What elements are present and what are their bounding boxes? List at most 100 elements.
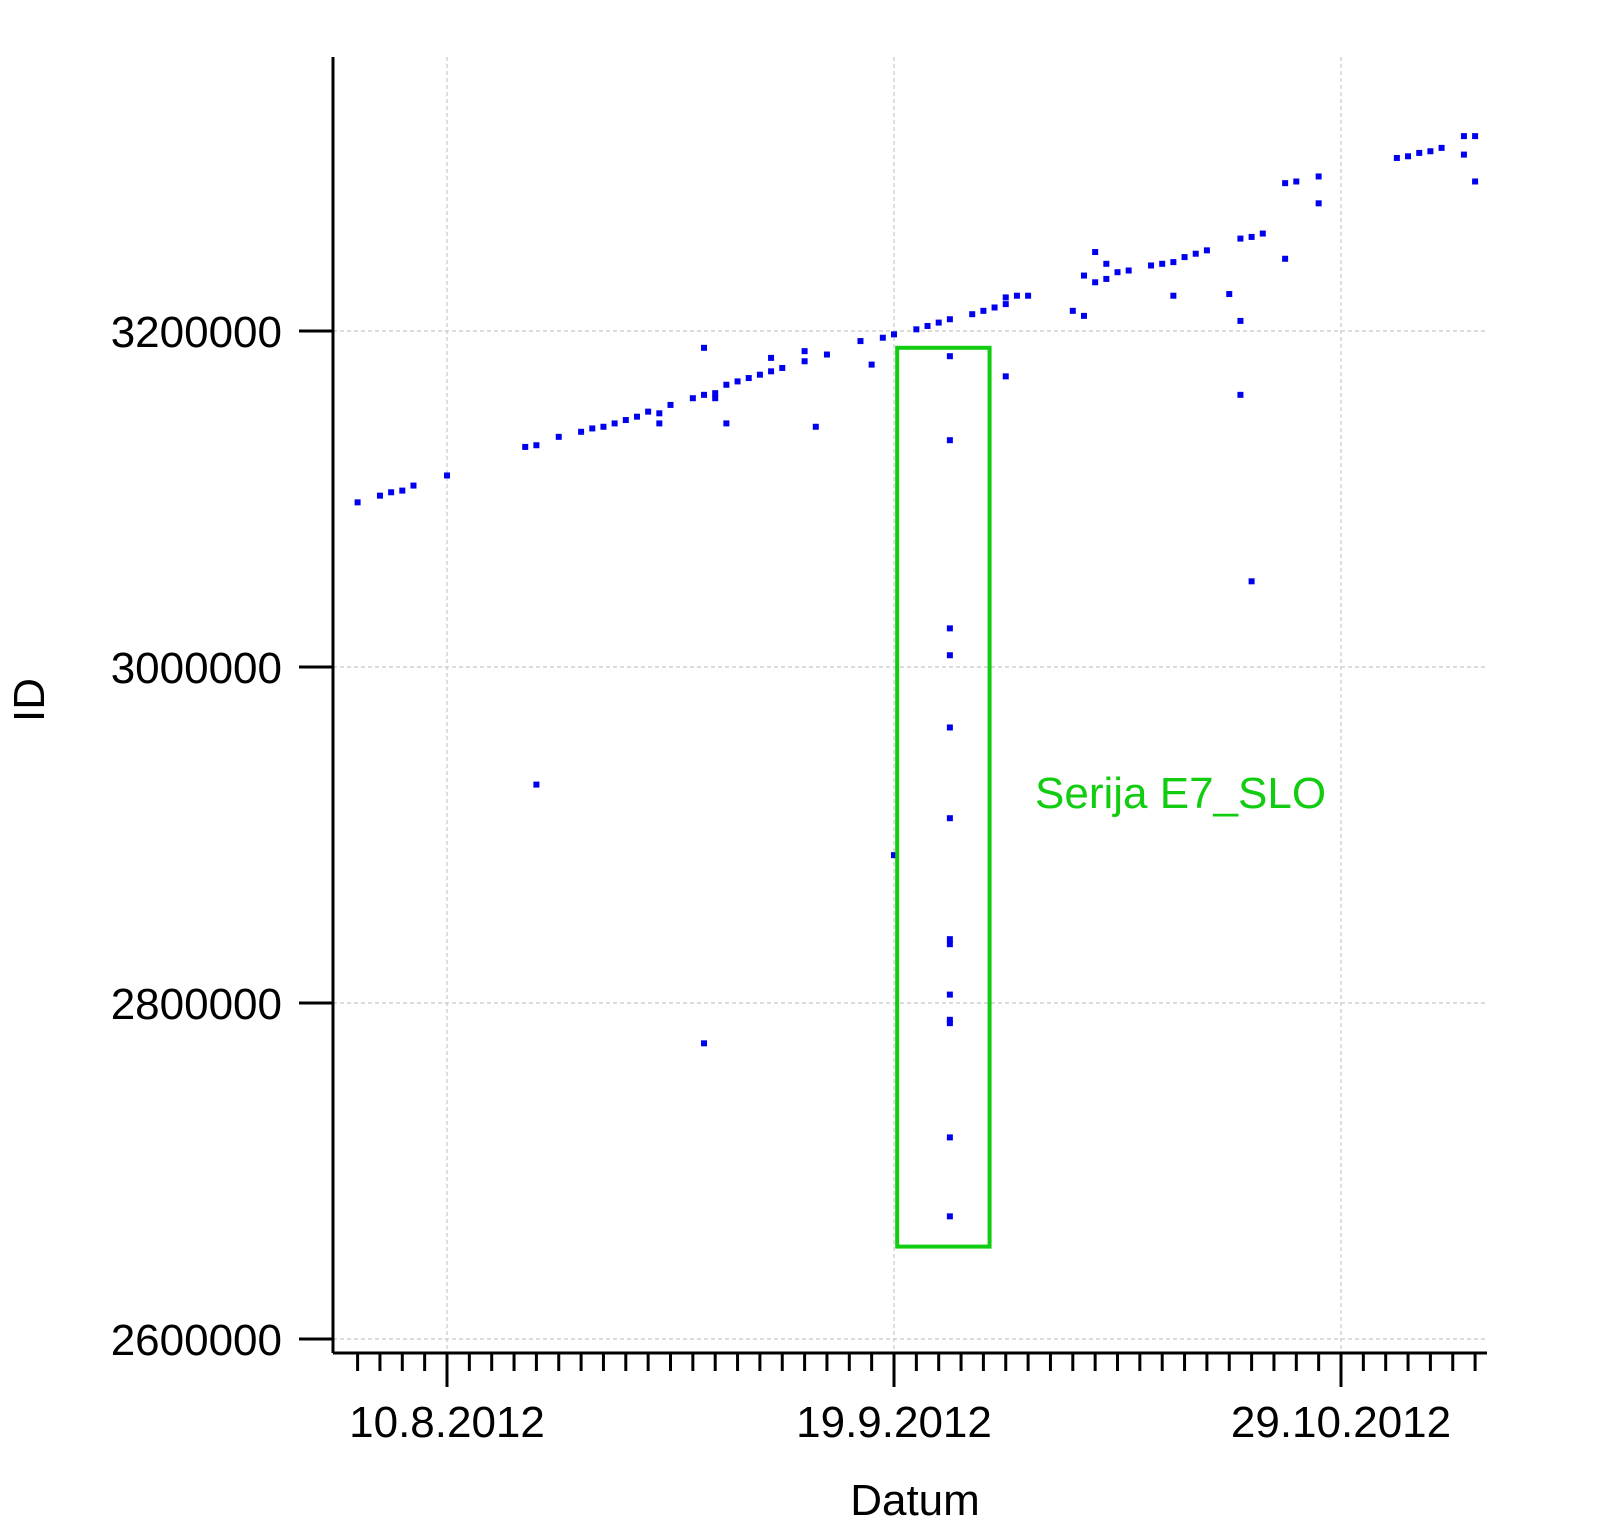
data-point: [1248, 233, 1255, 240]
data-point: [1069, 307, 1076, 314]
data-point: [555, 433, 562, 440]
data-point: [1002, 294, 1009, 301]
data-point: [533, 442, 540, 449]
annotation-box: [895, 345, 992, 1249]
data-point: [1282, 180, 1289, 187]
axes: [299, 57, 1487, 1387]
y-tick-label: 2800000: [111, 980, 282, 1029]
data-point: [801, 358, 808, 365]
data-point: [1125, 267, 1132, 274]
data-point: [913, 326, 920, 333]
data-point: [946, 815, 953, 822]
data-point: [1092, 279, 1099, 286]
data-point: [1237, 235, 1244, 242]
data-point: [946, 652, 953, 659]
data-point: [645, 408, 652, 415]
data-point: [734, 378, 741, 385]
data-point: [1438, 144, 1445, 151]
data-point: [388, 489, 395, 496]
data-point: [745, 375, 752, 382]
annotation-group: Serija E7_SLO: [895, 345, 1326, 1249]
data-point: [946, 437, 953, 444]
data-point: [712, 395, 719, 402]
data-point: [946, 316, 953, 323]
data-point: [946, 1020, 953, 1027]
data-point: [1427, 148, 1434, 155]
data-point: [946, 991, 953, 998]
x-tick-label: 19.9.2012: [796, 1398, 992, 1447]
data-point: [891, 852, 897, 859]
data-point: [1237, 391, 1244, 398]
data-point: [946, 941, 953, 948]
data-point: [1002, 301, 1009, 308]
data-point: [1181, 254, 1188, 261]
data-point: [1080, 272, 1087, 279]
data-point: [1282, 255, 1289, 262]
data-point: [1259, 230, 1266, 237]
data-point: [444, 472, 450, 479]
data-point: [768, 368, 775, 375]
data-point: [656, 410, 663, 417]
data-point: [1148, 262, 1155, 269]
data-point: [622, 417, 629, 424]
data-point: [1315, 173, 1322, 180]
annotation-label: Serija E7_SLO: [1035, 769, 1326, 818]
data-point: [991, 304, 998, 311]
data-point: [1170, 259, 1177, 266]
data-point: [857, 338, 864, 345]
data-point: [946, 1134, 953, 1141]
data-point: [1013, 292, 1020, 299]
data-point: [1025, 292, 1032, 299]
data-point: [1405, 153, 1412, 160]
data-point: [1114, 269, 1121, 276]
data-point: [946, 1213, 953, 1220]
data-point: [723, 381, 730, 388]
tick-labels: 2600000 2800000 3000000 3200000 10.8.2012 19.…: [111, 308, 1451, 1447]
data-point: [969, 311, 976, 318]
data-point: [946, 936, 953, 943]
data-point: [1416, 149, 1423, 156]
data-point: [410, 482, 417, 489]
data-point: [1237, 317, 1244, 324]
data-point: [1103, 275, 1110, 282]
data-point: [701, 391, 708, 398]
x-tick-label: 29.10.2012: [1231, 1398, 1451, 1447]
data-point: [879, 334, 886, 341]
data-point: [712, 390, 719, 397]
data-point: [946, 353, 953, 360]
data-point: [1159, 260, 1166, 267]
data-points: [354, 133, 1479, 1220]
y-tick-label: 2600000: [111, 1316, 282, 1365]
x-axis-label: Datum: [850, 1476, 980, 1525]
data-point: [1080, 312, 1087, 319]
y-tick-label: 3000000: [111, 644, 282, 693]
data-point: [656, 420, 663, 427]
data-point: [354, 499, 361, 506]
data-point: [522, 443, 529, 450]
data-point: [1092, 249, 1099, 256]
data-point: [633, 413, 640, 420]
data-point: [399, 487, 406, 494]
y-axis-label: ID: [5, 678, 54, 722]
data-point: [1192, 250, 1199, 257]
data-point: [689, 395, 696, 402]
data-point: [376, 492, 383, 499]
data-point: [756, 371, 763, 378]
data-point: [1203, 247, 1210, 254]
data-point: [868, 361, 875, 368]
data-point: [1226, 291, 1233, 298]
data-point: [1103, 260, 1110, 267]
data-point: [723, 420, 730, 427]
data-point: [1170, 292, 1177, 299]
data-point: [578, 428, 585, 435]
y-tick-label: 3200000: [111, 308, 282, 357]
data-point: [779, 364, 786, 371]
x-tick-label: 10.8.2012: [349, 1398, 545, 1447]
data-point: [946, 724, 953, 731]
data-point: [935, 319, 942, 326]
data-point: [1472, 178, 1479, 185]
data-point: [1002, 373, 1009, 380]
data-point: [611, 420, 618, 427]
data-point: [667, 401, 674, 408]
